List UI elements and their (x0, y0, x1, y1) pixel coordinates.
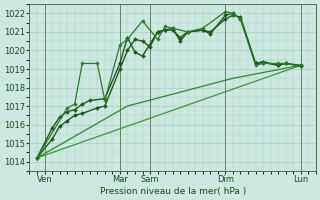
X-axis label: Pression niveau de la mer( hPa ): Pression niveau de la mer( hPa ) (100, 187, 246, 196)
